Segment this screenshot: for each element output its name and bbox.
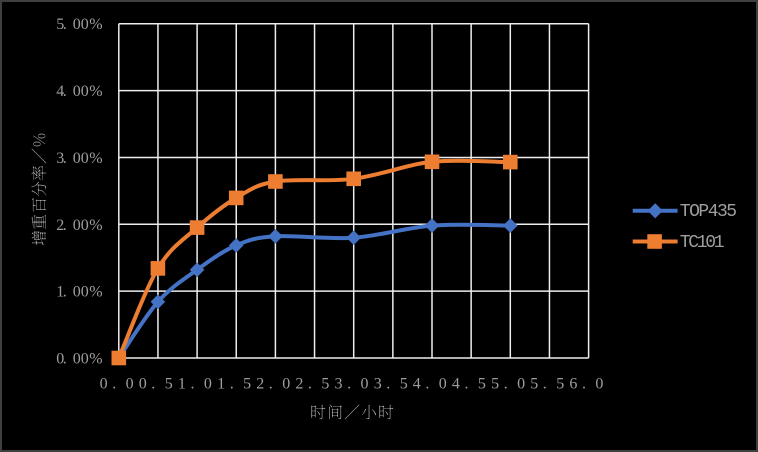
svg-text:0.00%: 0.00% — [56, 351, 102, 368]
svg-text:3.00%: 3.00% — [56, 150, 102, 167]
svg-text:TOP435: TOP435 — [680, 202, 737, 222]
svg-text:TC101: TC101 — [680, 233, 725, 253]
svg-text:5.00%: 5.00% — [56, 16, 102, 33]
svg-text:1.00%: 1.00% — [56, 284, 102, 301]
svg-text:4.00%: 4.00% — [56, 83, 102, 100]
svg-text:2.00%: 2.00% — [56, 217, 102, 234]
